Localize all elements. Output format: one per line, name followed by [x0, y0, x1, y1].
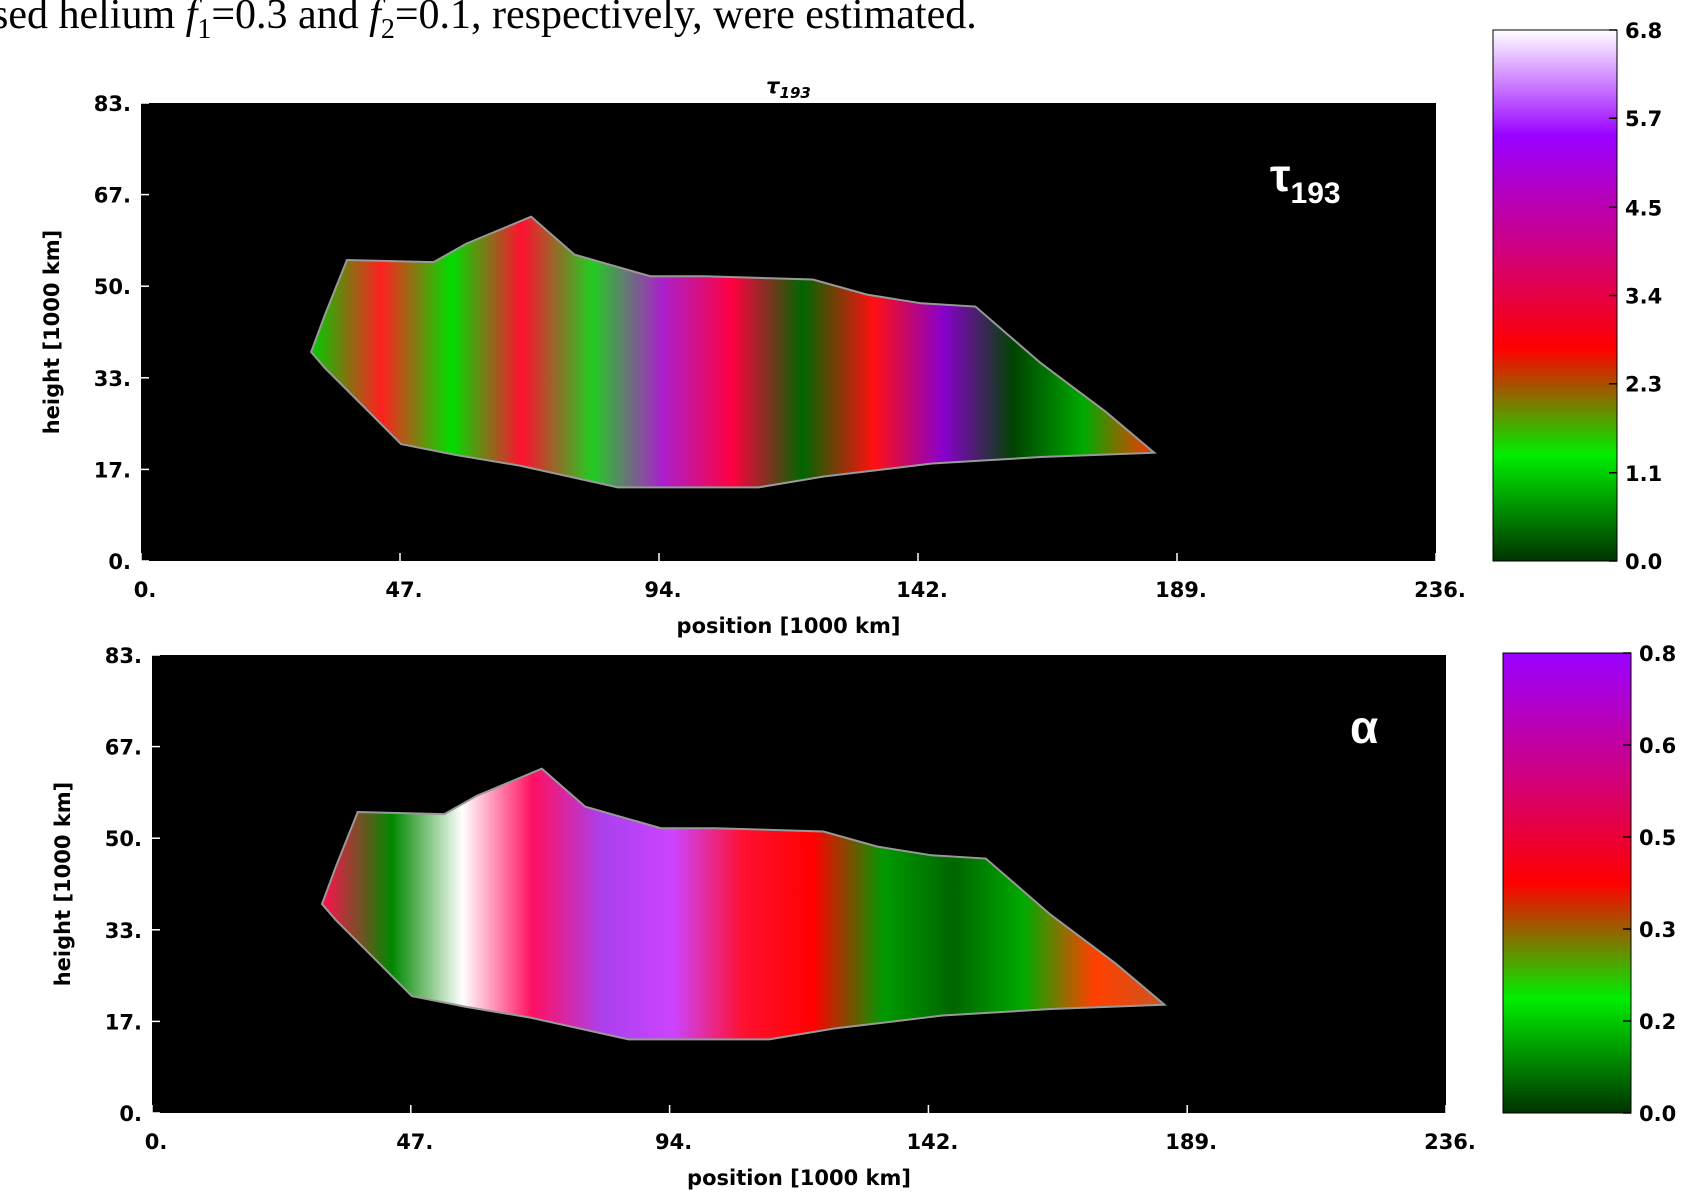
y-tick-label: 83. [94, 92, 131, 116]
x-tick-label: 189. [1155, 578, 1207, 602]
x-tick-label: 94. [644, 578, 681, 602]
annotation-text: τ [1270, 149, 1291, 201]
title-sub: 193 [780, 84, 811, 102]
title-text: τ [766, 74, 780, 98]
caption-fragment: sed helium f1=0.3 and f2=0.1, respective… [0, 0, 977, 45]
region-map [309, 215, 1157, 489]
x-tick-label: 47. [396, 1130, 433, 1154]
y-tick-label: 67. [94, 184, 131, 208]
colorbar-tick-label: 0.2 [1639, 1010, 1676, 1034]
caption-text: sed helium [0, 0, 186, 38]
y-tick-label: 50. [105, 827, 142, 851]
caption-text: =0.3 and [211, 0, 369, 38]
x-tick-label: 0. [134, 578, 157, 602]
colorbar-tick-label: 0.3 [1639, 918, 1676, 942]
annotation: τ193 [1270, 149, 1341, 210]
caption-text: =0.1, respectively, were estimated. [395, 0, 977, 38]
colorbar-tick-label: 2.3 [1625, 373, 1662, 397]
colorbar-tick-label: 4.5 [1625, 196, 1662, 220]
region-map [320, 767, 1168, 1041]
caption-text: 1 [197, 14, 211, 45]
caption-text: 2 [381, 14, 395, 45]
colorbar-tick-label: 0.0 [1625, 550, 1662, 574]
y-axis-label: height [1000 km] [51, 782, 75, 987]
y-axis-label: height [1000 km] [40, 230, 64, 435]
x-tick-label: 47. [385, 578, 422, 602]
y-tick-label: 33. [94, 367, 131, 391]
annotation: α [1350, 701, 1378, 753]
x-tick-label: 142. [906, 1130, 958, 1154]
y-tick-label: 17. [105, 1010, 142, 1034]
y-tick-label: 83. [105, 644, 142, 668]
x-tick-label: 236. [1424, 1130, 1476, 1154]
colorbar [1502, 652, 1632, 1114]
annotation-sub: 193 [1291, 177, 1341, 210]
x-tick-label: 236. [1414, 578, 1466, 602]
x-tick-label: 142. [896, 578, 948, 602]
y-tick-label: 0. [108, 550, 131, 574]
x-axis-label: position [1000 km] [687, 1166, 911, 1190]
colorbar [1492, 29, 1618, 562]
y-tick-label: 67. [105, 736, 142, 760]
x-tick-label: 189. [1165, 1130, 1217, 1154]
colorbar-tick-label: 5.7 [1625, 107, 1662, 131]
colorbar-tick-label: 0.8 [1639, 642, 1676, 666]
y-tick-label: 17. [94, 458, 131, 482]
y-tick-label: 33. [105, 919, 142, 943]
chart-title: τ193 [766, 74, 811, 102]
colorbar-tick-label: 0.0 [1639, 1102, 1676, 1126]
colorbar-tick-label: 0.5 [1639, 826, 1676, 850]
colorbar-tick-label: 6.8 [1625, 19, 1662, 43]
colorbar-tick-label: 1.1 [1625, 462, 1662, 486]
x-axis-label: position [1000 km] [677, 614, 901, 638]
colorbar-tick-label: 3.4 [1625, 285, 1662, 309]
annotation-text: α [1350, 701, 1378, 753]
y-tick-label: 0. [119, 1102, 142, 1126]
x-tick-label: 0. [145, 1130, 168, 1154]
x-tick-label: 94. [655, 1130, 692, 1154]
colorbar-tick-label: 0.6 [1639, 734, 1676, 758]
y-tick-label: 50. [94, 275, 131, 299]
